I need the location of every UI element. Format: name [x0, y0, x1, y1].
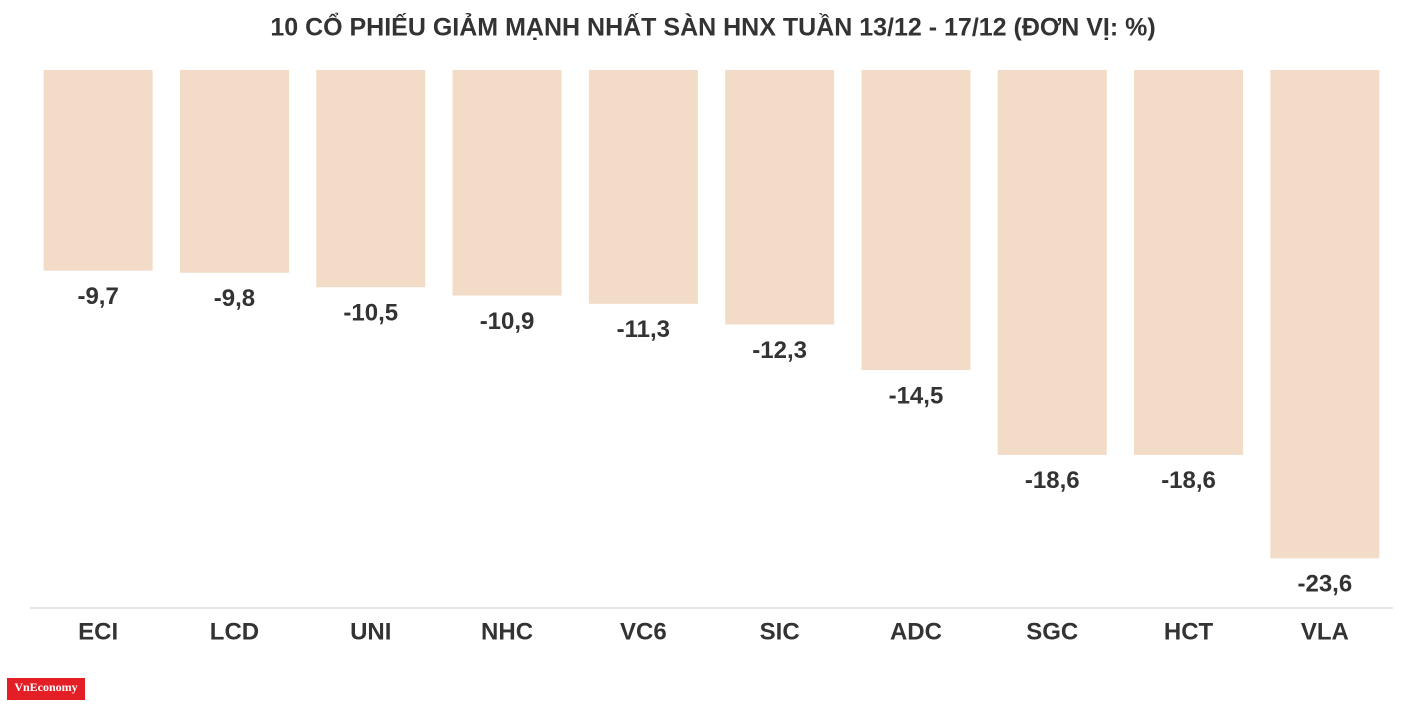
x-tick-label: NHC [481, 618, 533, 645]
value-label: -10,9 [480, 308, 535, 335]
bar [588, 70, 698, 304]
x-tick-label: ADC [890, 618, 942, 645]
value-label: -23,6 [1297, 571, 1352, 598]
logo: VnEconomy [14, 680, 77, 694]
value-label: -9,7 [77, 283, 118, 310]
value-label: -10,5 [343, 300, 398, 327]
value-label: -11,3 [617, 316, 670, 343]
bar [179, 70, 289, 273]
x-tick-label: VC6 [620, 618, 667, 645]
bar [997, 70, 1107, 455]
x-tick-label: UNI [350, 618, 391, 645]
x-tick-label: SGC [1026, 618, 1078, 645]
bar [861, 70, 971, 371]
value-label: -14,5 [889, 382, 944, 409]
bar [725, 70, 835, 325]
x-tick-label: VLA [1301, 618, 1349, 645]
bar [43, 70, 153, 271]
bar [452, 70, 562, 296]
bar [1134, 70, 1244, 455]
x-tick-label: SIC [760, 618, 800, 645]
x-tick-label: LCD [210, 618, 259, 645]
value-label: -12,3 [752, 337, 807, 364]
value-label: -18,6 [1161, 467, 1216, 494]
x-tick-label: HCT [1164, 618, 1214, 645]
bar [316, 70, 426, 288]
value-label: -18,6 [1025, 467, 1080, 494]
value-label: -9,8 [214, 285, 255, 312]
chart-title: 10 CỔ PHIẾU GIẢM MẠNH NHẤT SÀN HNX TUẦN … [270, 12, 1155, 42]
x-tick-label: ECI [78, 618, 118, 645]
logo-box [7, 678, 85, 700]
bar [1270, 70, 1380, 559]
